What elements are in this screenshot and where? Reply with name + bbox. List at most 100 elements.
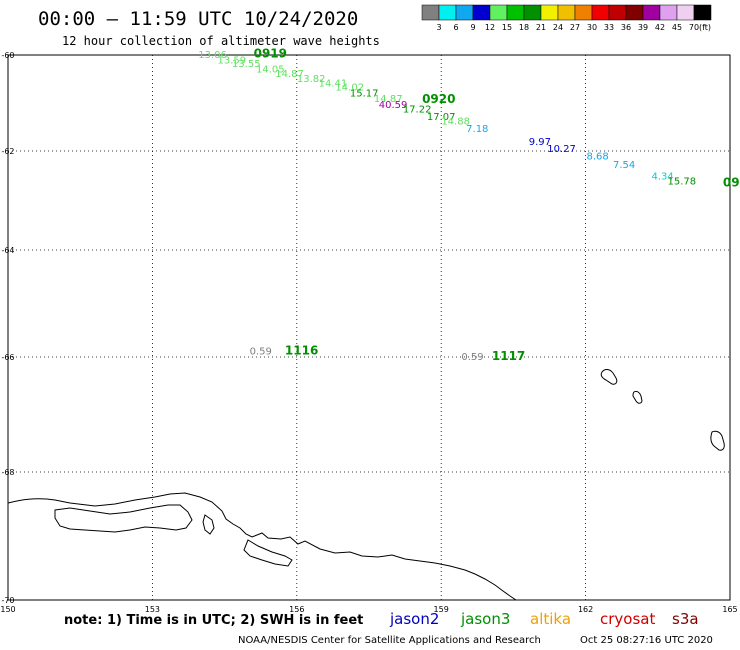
wave-height-value: 8.68 xyxy=(587,151,609,162)
satellite-name: s3a xyxy=(672,610,699,628)
pass-time-label: 0921 xyxy=(723,176,740,190)
legend-label: 70 xyxy=(689,23,699,32)
lat-tick-label: -64 xyxy=(1,246,14,255)
legend-label: 45 xyxy=(672,23,682,32)
legend-label: 24 xyxy=(553,23,563,32)
legend-swatch xyxy=(489,4,508,21)
wave-height-value: 10.27 xyxy=(547,144,576,155)
pass-time-label: 0919 xyxy=(254,46,287,60)
legend-swatch xyxy=(642,4,661,21)
legend-swatch xyxy=(455,4,474,21)
wave-height-value: 14.05 xyxy=(256,64,285,75)
wave-height-value: 13.82 xyxy=(297,74,326,85)
coastline-ice-shelf xyxy=(54,504,193,533)
lat-tick-label: -66 xyxy=(1,353,14,362)
island-north xyxy=(600,369,618,385)
wave-height-value: 13.06 xyxy=(198,50,227,61)
coastline-inlet xyxy=(202,514,215,535)
legend-swatch xyxy=(506,4,525,21)
legend-label: 42 xyxy=(655,23,665,32)
wave-height-value: 17.07 xyxy=(427,112,456,123)
island-middle xyxy=(632,390,643,404)
legend-label: 27 xyxy=(570,23,580,32)
legend-swatch xyxy=(540,4,559,21)
legend-label: 39 xyxy=(638,23,648,32)
wave-height-value: 0.59 xyxy=(250,346,272,357)
legend-swatch xyxy=(557,4,576,21)
lat-tick-label: -68 xyxy=(1,468,14,477)
coastline-bay xyxy=(243,539,293,567)
legend-swatch xyxy=(421,4,440,21)
wave-height-value: 14.87 xyxy=(275,69,304,80)
wave-height-value: 7.54 xyxy=(613,160,635,171)
credit-line: NOAA/NESDIS Center for Satellite Applica… xyxy=(238,635,541,646)
legend-unit: (ft) xyxy=(699,23,711,32)
legend-label: 12 xyxy=(485,23,495,32)
wave-height-value: 14.87 xyxy=(374,94,403,105)
wave-height-value: 14.02 xyxy=(335,83,364,94)
wave-height-observations: 13.0613.5913.5514.0514.8713.8214.4114.02… xyxy=(198,50,697,363)
legend-swatch xyxy=(472,4,491,21)
satellite-name: jason3 xyxy=(460,610,510,628)
legend-swatch xyxy=(438,4,457,21)
lat-tick-label: -62 xyxy=(1,147,14,156)
legend-swatch xyxy=(693,4,712,21)
lon-tick-label: 156 xyxy=(289,605,304,614)
axis-tick-labels: 150 153 156 159 162 165 -60 -62 -64 -66 -68 -70 xyxy=(0,51,737,614)
plot-border xyxy=(7,54,731,601)
pass-time-label: 0920 xyxy=(422,92,455,106)
wave-height-value: 9.97 xyxy=(529,137,551,148)
legend-label: 15 xyxy=(502,23,512,32)
antarctic-coastline xyxy=(7,492,517,601)
island-south xyxy=(710,430,725,451)
legend-swatch xyxy=(676,4,695,21)
lon-tick-label: 162 xyxy=(578,605,593,614)
satellite-legend: jason2 jason3 altika cryosat s3a xyxy=(389,610,699,628)
generation-timestamp: Oct 25 08:27:16 UTC 2020 xyxy=(580,635,713,646)
legend-label: 18 xyxy=(519,23,529,32)
legend-label: 6 xyxy=(453,23,458,32)
satellite-name: cryosat xyxy=(600,610,655,628)
coastline-mainland xyxy=(7,492,517,601)
pass-time-labels: 0919 0920 0921 1116 1117 xyxy=(254,46,740,362)
legend-swatch xyxy=(574,4,593,21)
legend-label: 9 xyxy=(470,23,475,32)
footer-note: note: 1) Time is in UTC; 2) SWH is in fe… xyxy=(64,613,363,628)
map-title: 00:00 – 11:59 UTC 10/24/2020 xyxy=(38,8,358,30)
wave-height-value: 13.59 xyxy=(217,56,246,67)
satellite-name: altika xyxy=(530,610,571,628)
lat-lon-grid xyxy=(8,55,730,600)
legend-label: 21 xyxy=(536,23,546,32)
plot-frame xyxy=(7,54,731,601)
islands xyxy=(600,369,725,451)
wave-height-value: 40.59 xyxy=(379,100,408,111)
map-subtitle: 12 hour collection of altimeter wave hei… xyxy=(62,34,380,48)
legend-label: 3 xyxy=(436,23,441,32)
wave-height-value: 13.55 xyxy=(232,59,261,70)
legend-label: 30 xyxy=(587,23,597,32)
wave-height-value: 14.88 xyxy=(441,117,470,128)
lon-tick-label: 165 xyxy=(722,605,737,614)
wave-height-value: 17.22 xyxy=(403,105,432,116)
lat-tick-label: -70 xyxy=(1,596,14,605)
wave-height-value: 14.41 xyxy=(319,79,348,90)
legend-swatch xyxy=(523,4,542,21)
legend-label: 33 xyxy=(604,23,614,32)
pass-time-label: 1116 xyxy=(285,343,318,357)
wave-height-legend: 3 6 9 12 15 18 21 24 27 30 33 36 39 42 45 70 (ft) xyxy=(421,4,712,32)
wave-height-value: 0.59 xyxy=(461,352,483,363)
lon-tick-label: 159 xyxy=(434,605,449,614)
legend-swatch xyxy=(659,4,678,21)
pass-time-label: 1117 xyxy=(492,349,525,363)
legend-swatch xyxy=(625,4,644,21)
wave-height-value: 4.34 xyxy=(651,172,673,183)
legend-swatch xyxy=(608,4,627,21)
wave-height-value: 15.78 xyxy=(668,177,697,188)
wave-height-value: 7.18 xyxy=(466,124,488,135)
legend-label: 36 xyxy=(621,23,631,32)
legend-swatch xyxy=(591,4,610,21)
satellite-name: jason2 xyxy=(389,610,439,628)
lon-tick-label: 153 xyxy=(145,605,160,614)
lon-tick-label: 150 xyxy=(0,605,15,614)
